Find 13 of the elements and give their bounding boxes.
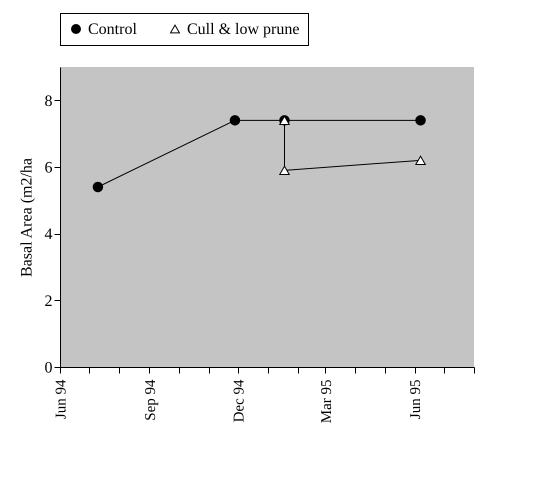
x-tick-label: Dec 94 bbox=[231, 379, 248, 422]
y-tick-label: 6 bbox=[44, 160, 52, 176]
y-tick-label: 2 bbox=[44, 292, 52, 310]
legend-label: Cull & low prune bbox=[187, 21, 300, 38]
legend-label: Control bbox=[88, 21, 138, 38]
y-axis-title: Basal Area (m2/ha bbox=[18, 158, 36, 278]
y-tick-label: 4 bbox=[44, 226, 52, 244]
y-tick-label: 0 bbox=[44, 360, 52, 376]
x-tick-label: Jun 95 bbox=[408, 380, 424, 420]
x-tick-label: Jun 94 bbox=[54, 379, 70, 420]
x-tick-label: Mar 95 bbox=[318, 380, 335, 424]
x-tick-label: Sep 94 bbox=[142, 379, 159, 421]
y-tick-label: 8 bbox=[44, 92, 52, 110]
